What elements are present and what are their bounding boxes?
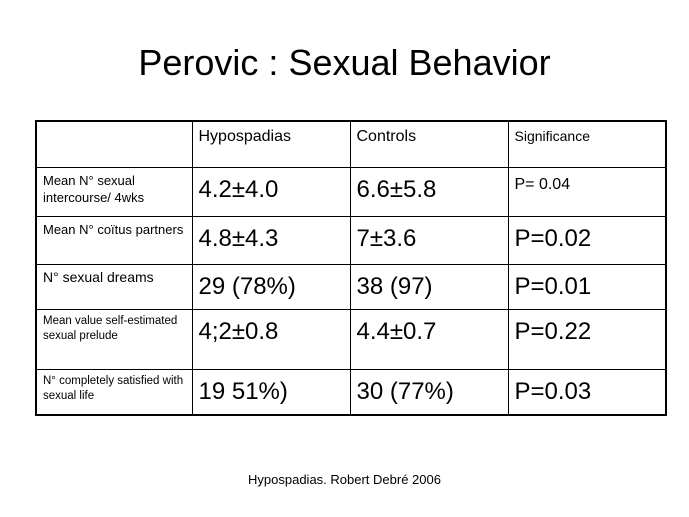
data-table: Hypospadias Controls Significance Mean N… [35,120,667,416]
cell: P= 0.04 [507,167,667,217]
cell: P=0.01 [507,264,667,310]
cell: 4.8±4.3 [191,216,351,265]
table-row: Mean N° coïtus partners 4.8±4.3 7±3.6 P=… [35,216,667,265]
row-label: N° completely satisfied with sexual life [35,369,193,415]
cell: 4.2±4.0 [191,167,351,217]
empty-cell [35,120,193,168]
footer: Hypospadias. Robert Debré 2006 [248,472,441,487]
header-cell: Controls [349,120,509,168]
table-row: N° sexual dreams 29 (78%) 38 (97) P=0.01 [35,264,667,310]
cell: 29 (78%) [191,264,351,310]
header-cell: Significance [507,120,667,168]
cell: 19 51%) [191,369,351,415]
cell: P=0.02 [507,216,667,265]
cell: 30 (77%) [349,369,509,415]
header-cell: Hypospadias [191,120,351,168]
header-row: Hypospadias Controls Significance [35,120,667,168]
cell: 7±3.6 [349,216,509,265]
slide-title: Perovic : Sexual Behavior [138,42,551,83]
cell: 4;2±0.8 [191,309,351,370]
row-label: Mean N° sexual intercourse/ 4wks [35,167,193,217]
cell: 6.6±5.8 [349,167,509,217]
row-label: Mean value self-estimated sexual prelude [35,309,193,370]
cell: 38 (97) [349,264,509,310]
cell: P=0.22 [507,309,667,370]
table-row: N° completely satisfied with sexual life… [35,369,667,415]
cell: 4.4±0.7 [349,309,509,370]
table-row: Mean value self-estimated sexual prelude… [35,309,667,370]
cell: P=0.03 [507,369,667,415]
row-label: N° sexual dreams [35,264,193,310]
table-row: Mean N° sexual intercourse/ 4wks 4.2±4.0… [35,167,667,217]
row-label: Mean N° coïtus partners [35,216,193,265]
